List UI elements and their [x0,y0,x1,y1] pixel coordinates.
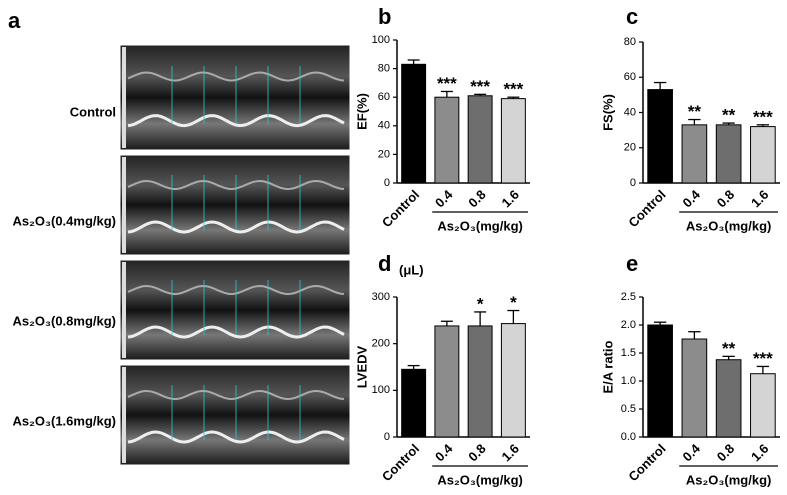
x-tick-label: 0.8 [714,441,737,464]
y-tick-label: 60 [624,71,636,83]
x-tick-label: 0.4 [680,186,704,210]
y-tick-label: 40 [624,106,636,118]
x-tick-label: Control [625,441,668,484]
x-tick-label: 0.4 [432,440,456,464]
y-tick-label: 0 [630,177,636,189]
y-tick-label: 80 [378,63,390,75]
x-tick-label: Control [625,187,668,230]
y-tick-label: 100 [372,384,390,396]
x-tick-label: Control [379,441,422,484]
x-tick-label: 1.6 [748,441,771,464]
bar [750,373,776,438]
x-tick-label: 1.6 [499,187,522,210]
image-label: As₂O₃(0.4mg/kg) [12,213,116,228]
bar [715,359,742,438]
x-tick-label: 1.6 [499,441,522,464]
echo-border [122,367,126,463]
significance: *** [753,349,773,368]
group-label: As₂O₃(mg/kg) [437,472,522,487]
image-label: Control [70,104,116,119]
significance: *** [503,80,523,99]
bar [467,95,493,184]
echo-image [119,259,351,361]
y-tick-label: 80 [624,36,636,48]
significance: *** [437,74,457,93]
y-tick-label: 40 [378,120,390,132]
panel-letter: d [378,251,391,276]
echo-images [119,44,351,466]
panel-letter: b [378,4,391,29]
y-tick-label: 0 [384,431,390,443]
echo-image [119,44,351,151]
panel-letter: e [626,251,638,276]
y-axis-label: FS(%) [600,94,615,131]
significance: * [477,294,484,313]
y-tick-label: 100 [372,34,390,46]
echo-border [122,262,126,358]
group-label: As₂O₃(mg/kg) [686,472,771,487]
x-tick-label: 0.8 [465,187,488,210]
y-axis-label: E/A ratio [600,340,615,393]
x-tick-label: 1.6 [748,187,771,210]
bar [500,98,526,184]
x-tick-label: 0.8 [465,441,488,464]
bar [500,323,526,438]
bar [401,368,427,438]
echo-border [122,47,126,148]
y-tick-label: 20 [378,148,390,160]
y-tick-label: 2.0 [621,319,636,331]
x-tick-label: 0.4 [432,186,456,210]
y-axis-label: EF(%) [354,93,369,130]
bar [434,96,460,184]
bar [647,324,673,438]
significance: * [510,293,517,312]
y-tick-label: 0.0 [621,431,636,443]
y-tick-label: 0 [384,177,390,189]
significance: *** [753,107,773,126]
group-label: As₂O₃(mg/kg) [437,218,522,233]
x-tick-label: 0.8 [714,187,737,210]
bar [434,325,460,438]
unit-label: (μL) [399,262,424,277]
echo-border [122,157,126,253]
y-tick-label: 2.5 [621,291,636,303]
bar [715,124,742,184]
y-tick-label: 20 [624,142,636,154]
significance: ** [722,106,736,125]
echo-image [119,154,351,256]
echo-wall [127,430,345,444]
echo-wall [127,325,345,339]
y-tick-label: 200 [372,338,390,350]
significance: *** [470,77,490,96]
group-label: As₂O₃(mg/kg) [686,218,771,233]
significance: ** [722,339,736,358]
image-label: As₂O₃(1.6mg/kg) [12,413,116,428]
y-tick-label: 300 [372,291,390,303]
y-axis-label: LVEDV [354,345,369,388]
x-tick-label: Control [379,187,422,230]
echo-wall [127,220,345,234]
y-tick-label: 0.5 [621,403,636,415]
bar [681,124,708,184]
echo-wall [127,114,345,128]
bar [750,126,776,184]
y-tick-label: 60 [378,91,390,103]
bar [681,338,708,438]
bar [467,325,493,438]
significance: ** [688,102,702,121]
panel-letter: c [626,4,638,29]
image-label: As₂O₃(0.8mg/kg) [12,313,116,328]
echo-image [119,364,351,466]
y-tick-label: 1.5 [621,347,636,359]
x-tick-label: 0.4 [680,440,704,464]
panel-letter: a [8,8,21,33]
y-tick-label: 1.0 [621,375,636,387]
bar [401,63,427,184]
bar [647,89,673,184]
